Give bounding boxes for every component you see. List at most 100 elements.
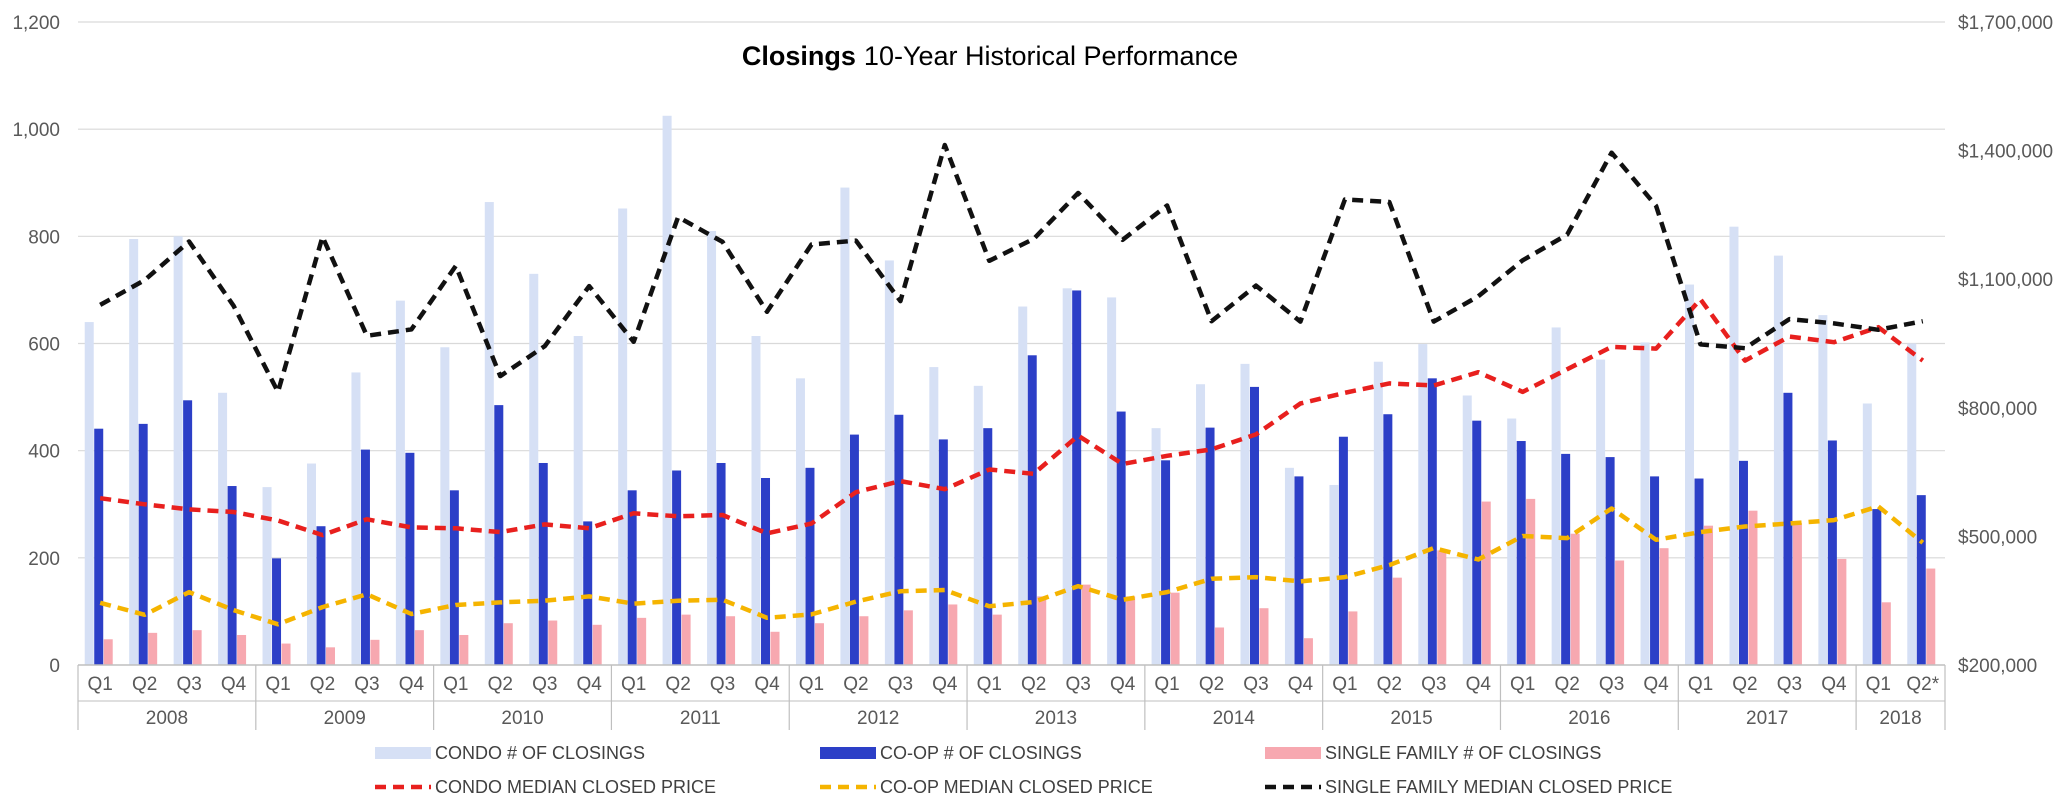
bar (148, 632, 158, 665)
year-tick-label: 2016 (1568, 708, 1610, 729)
bar (503, 623, 513, 665)
bar-series (84, 115, 1936, 666)
bar (592, 624, 602, 665)
left-tick-label: 0 (49, 656, 60, 677)
bar (440, 347, 450, 665)
bar (316, 526, 326, 665)
quarter-tick-label: Q3 (354, 674, 379, 695)
bar (262, 487, 272, 665)
left-tick-label: 600 (28, 335, 60, 356)
bar (484, 202, 494, 666)
quarter-tick-label: Q2 (488, 674, 513, 695)
bar (1516, 441, 1526, 665)
bar (1259, 608, 1269, 665)
bar (1018, 306, 1028, 665)
quarter-tick-label: Q2 (1377, 674, 1402, 695)
quarter-tick-label: Q3 (1243, 674, 1268, 695)
bar (1161, 460, 1171, 665)
bar (548, 620, 558, 665)
bar (1027, 355, 1037, 665)
bar (1916, 495, 1926, 665)
bar (129, 239, 139, 665)
right-tick-label: $1,400,000 (1958, 142, 2053, 163)
legend-label: SINGLE FAMILY # OF CLOSINGS (1325, 743, 1601, 763)
bar (894, 414, 904, 665)
bar (1659, 548, 1669, 665)
bar (1837, 558, 1847, 665)
bar (538, 462, 548, 665)
bar (814, 623, 824, 665)
bar (884, 260, 894, 665)
bar (1072, 290, 1082, 665)
bar (627, 490, 637, 665)
bar (1126, 596, 1136, 665)
quarter-tick-label: Q2 (1199, 674, 1224, 695)
right-axis-ticks: $200,000 $500,000 $800,000 $1,100,000 $1,400… (1958, 13, 2053, 677)
bar (1748, 510, 1758, 665)
quarter-tick-label: Q2 (1021, 674, 1046, 695)
bar (370, 639, 380, 665)
quarter-tick-label: Q3 (888, 674, 913, 695)
bar (973, 385, 983, 665)
bar (1205, 427, 1215, 665)
bar (1862, 403, 1872, 665)
quarter-tick-label: Q4 (1110, 674, 1136, 695)
right-tick-label: $1,700,000 (1958, 13, 2053, 34)
quarter-tick-label: Q3 (176, 674, 201, 695)
series-line (99, 297, 1925, 538)
bar (405, 452, 415, 665)
quarter-tick-label: Q1 (621, 674, 646, 695)
legend-swatch (1265, 747, 1321, 759)
bar (138, 423, 148, 665)
series-line (99, 142, 1924, 395)
bar (272, 558, 282, 665)
bar (1926, 568, 1936, 665)
bar (1462, 395, 1472, 665)
bar (1907, 343, 1917, 665)
bar (1872, 509, 1882, 665)
bar (1392, 577, 1402, 665)
bar (761, 477, 771, 665)
year-tick-label: 2010 (501, 708, 543, 729)
year-tick-label: 2013 (1035, 708, 1077, 729)
bar (1650, 476, 1660, 665)
left-tick-label: 200 (28, 549, 60, 570)
bar (173, 236, 183, 666)
bar (707, 230, 717, 665)
bar (662, 115, 672, 666)
right-tick-label: $1,100,000 (1958, 270, 2053, 291)
year-tick-label: 2011 (680, 708, 721, 729)
bar (183, 400, 193, 665)
bar (94, 428, 104, 665)
bar (1570, 533, 1580, 665)
quarter-tick-label: Q3 (710, 674, 735, 695)
quarter-tick-label: Q2 (665, 674, 690, 695)
left-tick-label: 800 (28, 227, 60, 248)
bar (1284, 467, 1294, 665)
bar (1249, 386, 1259, 665)
quarter-tick-label: Q2* (1906, 674, 1939, 695)
year-tick-label: 2012 (857, 708, 899, 729)
quarter-tick-label: Q2 (1732, 674, 1757, 695)
right-tick-label: $500,000 (1958, 527, 2037, 548)
bar (929, 367, 939, 665)
series-line (99, 504, 1925, 627)
bar (1561, 453, 1571, 665)
bar (1685, 284, 1695, 665)
quarter-tick-label: Q4 (1821, 674, 1847, 695)
bar (1596, 359, 1606, 665)
bar (494, 405, 504, 665)
bar (218, 392, 228, 665)
bar (573, 335, 583, 665)
bar (672, 470, 682, 665)
bar (1116, 411, 1126, 665)
quarter-tick-label: Q1 (265, 674, 290, 695)
quarter-tick-label: Q3 (1421, 674, 1446, 695)
right-tick-label: $200,000 (1958, 656, 2037, 677)
bar (1605, 457, 1615, 665)
bar (1303, 638, 1313, 665)
bar (1881, 602, 1891, 665)
legend-label: CONDO # OF CLOSINGS (435, 743, 645, 763)
bar (281, 643, 291, 665)
bar (1383, 414, 1393, 665)
